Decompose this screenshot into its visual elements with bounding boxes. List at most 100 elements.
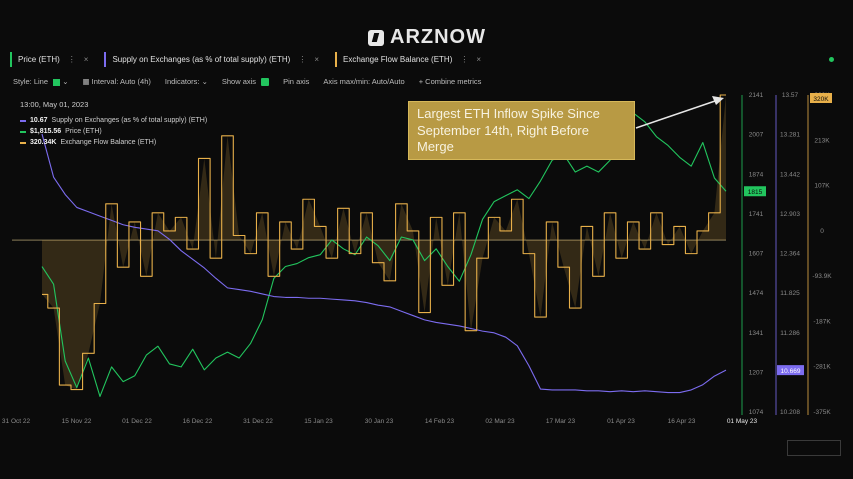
x-tick-label: 01 May 23 (727, 418, 758, 425)
legend-label: Price (ETH) (65, 128, 102, 135)
x-tick-label: 14 Feb 23 (425, 418, 455, 425)
x-tick-label: 01 Dec 22 (122, 418, 152, 425)
y-tick-label: 13.281 (780, 132, 800, 139)
y-tick-label: 10.208 (780, 409, 800, 416)
flow-current-badge (810, 93, 832, 103)
checkbox-checked-icon[interactable] (261, 78, 270, 87)
y-tick-label: 213K (814, 137, 830, 144)
flow-current-badge-text: 320K (813, 96, 829, 103)
y-tick-label: 107K (814, 183, 830, 190)
x-axis: 31 Oct 22 15 Nov 22 01 Dec 22 16 Dec 22 31 D… (2, 418, 758, 425)
y-tick-label: 2141 (749, 92, 764, 99)
y-tick-label: 0 (820, 228, 824, 235)
tab-flow[interactable]: Exchange Flow Balance (ETH) ⋮ × (334, 52, 487, 67)
interval-label: Interval: Auto (4h) (91, 77, 151, 86)
interval-selector[interactable]: ▦ Interval: Auto (4h) (82, 77, 151, 86)
price-current-badge (744, 186, 766, 197)
indicators-selector[interactable]: Indicators: ⌄ (164, 77, 208, 86)
legend-item-supply: 10.67 Supply on Exchanges (as % of total… (20, 115, 207, 126)
flow-area (42, 95, 726, 390)
tab-price-label: Price (ETH) (18, 55, 60, 64)
y-tick-label: 1741 (749, 211, 764, 218)
y-tick-label: 1474 (749, 290, 764, 297)
more-icon[interactable]: ⋮ (460, 55, 469, 64)
tab-supply-label: Supply on Exchanges (as % of total suppl… (112, 55, 291, 64)
legend-swatch (20, 119, 26, 122)
y-tick-label: -375K (813, 409, 831, 416)
y-tick-label: -93.9K (812, 273, 832, 280)
style-label: Style: Line (13, 77, 49, 86)
supply-current-badge (777, 365, 804, 376)
x-tick-label: 16 Apr 23 (668, 418, 696, 425)
status-dot (829, 57, 834, 62)
x-tick-label: 16 Dec 22 (183, 418, 213, 425)
tab-flow-label: Exchange Flow Balance (ETH) (342, 55, 453, 64)
y-tick-label: 11.825 (780, 290, 800, 297)
y-tick-label: 1874 (749, 171, 764, 178)
chart-lines (41, 94, 727, 397)
show-axis-toggle[interactable]: Show axis (221, 77, 270, 87)
x-tick-label: 15 Jan 23 (304, 418, 333, 425)
arrow-head-icon (712, 96, 724, 105)
x-tick-label: 30 Jan 23 (365, 418, 394, 425)
y-tick-label: 2007 (749, 132, 764, 139)
legend-swatch (20, 130, 26, 133)
legend-item-price: $1,815.56 Price (ETH) (20, 126, 207, 137)
brand-name: ARZNOW (390, 26, 486, 48)
y-tick-label: 1607 (749, 251, 764, 258)
legend-time: 13:00, May 01, 2023 (20, 100, 89, 109)
flow-line (42, 94, 726, 391)
legend-value: $1,815.56 (30, 128, 62, 135)
color-swatch[interactable] (53, 78, 61, 86)
range-minimap[interactable] (787, 440, 841, 456)
annotation-arrow (635, 99, 719, 129)
y-tick-label: 12.364 (780, 251, 800, 258)
flow-fill (42, 95, 726, 390)
tab-supply[interactable]: Supply on Exchanges (as % of total suppl… (104, 52, 325, 67)
chart-legend: 13:00, May 01, 2023 10.67 Supply on Exch… (20, 99, 207, 148)
y-tick-label: 13.57 (782, 92, 799, 99)
price-current-badge-text: 1815 (748, 189, 763, 196)
x-tick-label: 17 Mar 23 (546, 418, 576, 425)
combine-metrics-button[interactable]: + Combine metrics (418, 77, 482, 86)
legend-swatch (20, 141, 26, 144)
y-tick-label: 1207 (749, 369, 764, 376)
supply-current-badge-text: 10.669 (781, 368, 801, 375)
x-tick-label: 31 Oct 22 (2, 418, 31, 425)
tab-price[interactable]: Price (ETH) ⋮ × (10, 52, 94, 67)
legend-label: Supply on Exchanges (as % of total suppl… (51, 117, 208, 124)
style-selector[interactable]: Style: Line ⌄ (13, 77, 69, 86)
axis-maxmin-selector[interactable]: Axis max/min: Auto/Auto (323, 77, 405, 86)
y-axes: 2141 2007 1874 1741 1607 1474 1341 1207 1074 13.5… (741, 92, 832, 416)
close-icon[interactable]: × (314, 55, 319, 64)
y-tick-label: -281K (813, 364, 831, 371)
x-tick-label: 15 Nov 22 (62, 418, 92, 425)
chart-toolbar: Style: Line ⌄ ▦ Interval: Auto (4h) Indi… (13, 77, 482, 87)
legend-value: 320.34K (30, 139, 57, 146)
legend-value: 10.67 (30, 117, 48, 124)
close-icon[interactable]: × (83, 55, 89, 64)
more-icon[interactable]: ⋮ (67, 55, 76, 64)
indicators-label: Indicators: (164, 77, 200, 86)
y-tick-label: 13.442 (780, 171, 800, 178)
y-tick-label: 12.903 (780, 211, 800, 218)
metric-tabs: Price (ETH) ⋮ × Supply on Exchanges (as … (10, 52, 487, 67)
y-tick-label: 1074 (749, 409, 764, 416)
y-tick-label: -187K (813, 318, 831, 325)
x-tick-label: 02 Mar 23 (485, 418, 515, 425)
y-tick-label: 1341 (749, 330, 764, 337)
x-tick-label: 01 Apr 23 (607, 418, 635, 425)
arznow-logo-icon (368, 29, 384, 46)
annotation-box: Largest ETH Inflow Spike Since September… (408, 101, 635, 160)
show-axis-label: Show axis (221, 77, 257, 86)
legend-item-flow: 320.34K Exchange Flow Balance (ETH) (20, 137, 207, 148)
x-tick-label: 31 Dec 22 (243, 418, 273, 425)
legend-label: Exchange Flow Balance (ETH) (60, 139, 157, 146)
brand-logo: ARZNOW (368, 26, 486, 49)
combine-label: Combine metrics (425, 77, 482, 86)
supply-line (41, 133, 727, 394)
close-icon[interactable]: × (476, 55, 482, 64)
more-icon[interactable]: ⋮ (298, 55, 307, 64)
pin-axis-toggle[interactable]: Pin axis (283, 77, 310, 86)
